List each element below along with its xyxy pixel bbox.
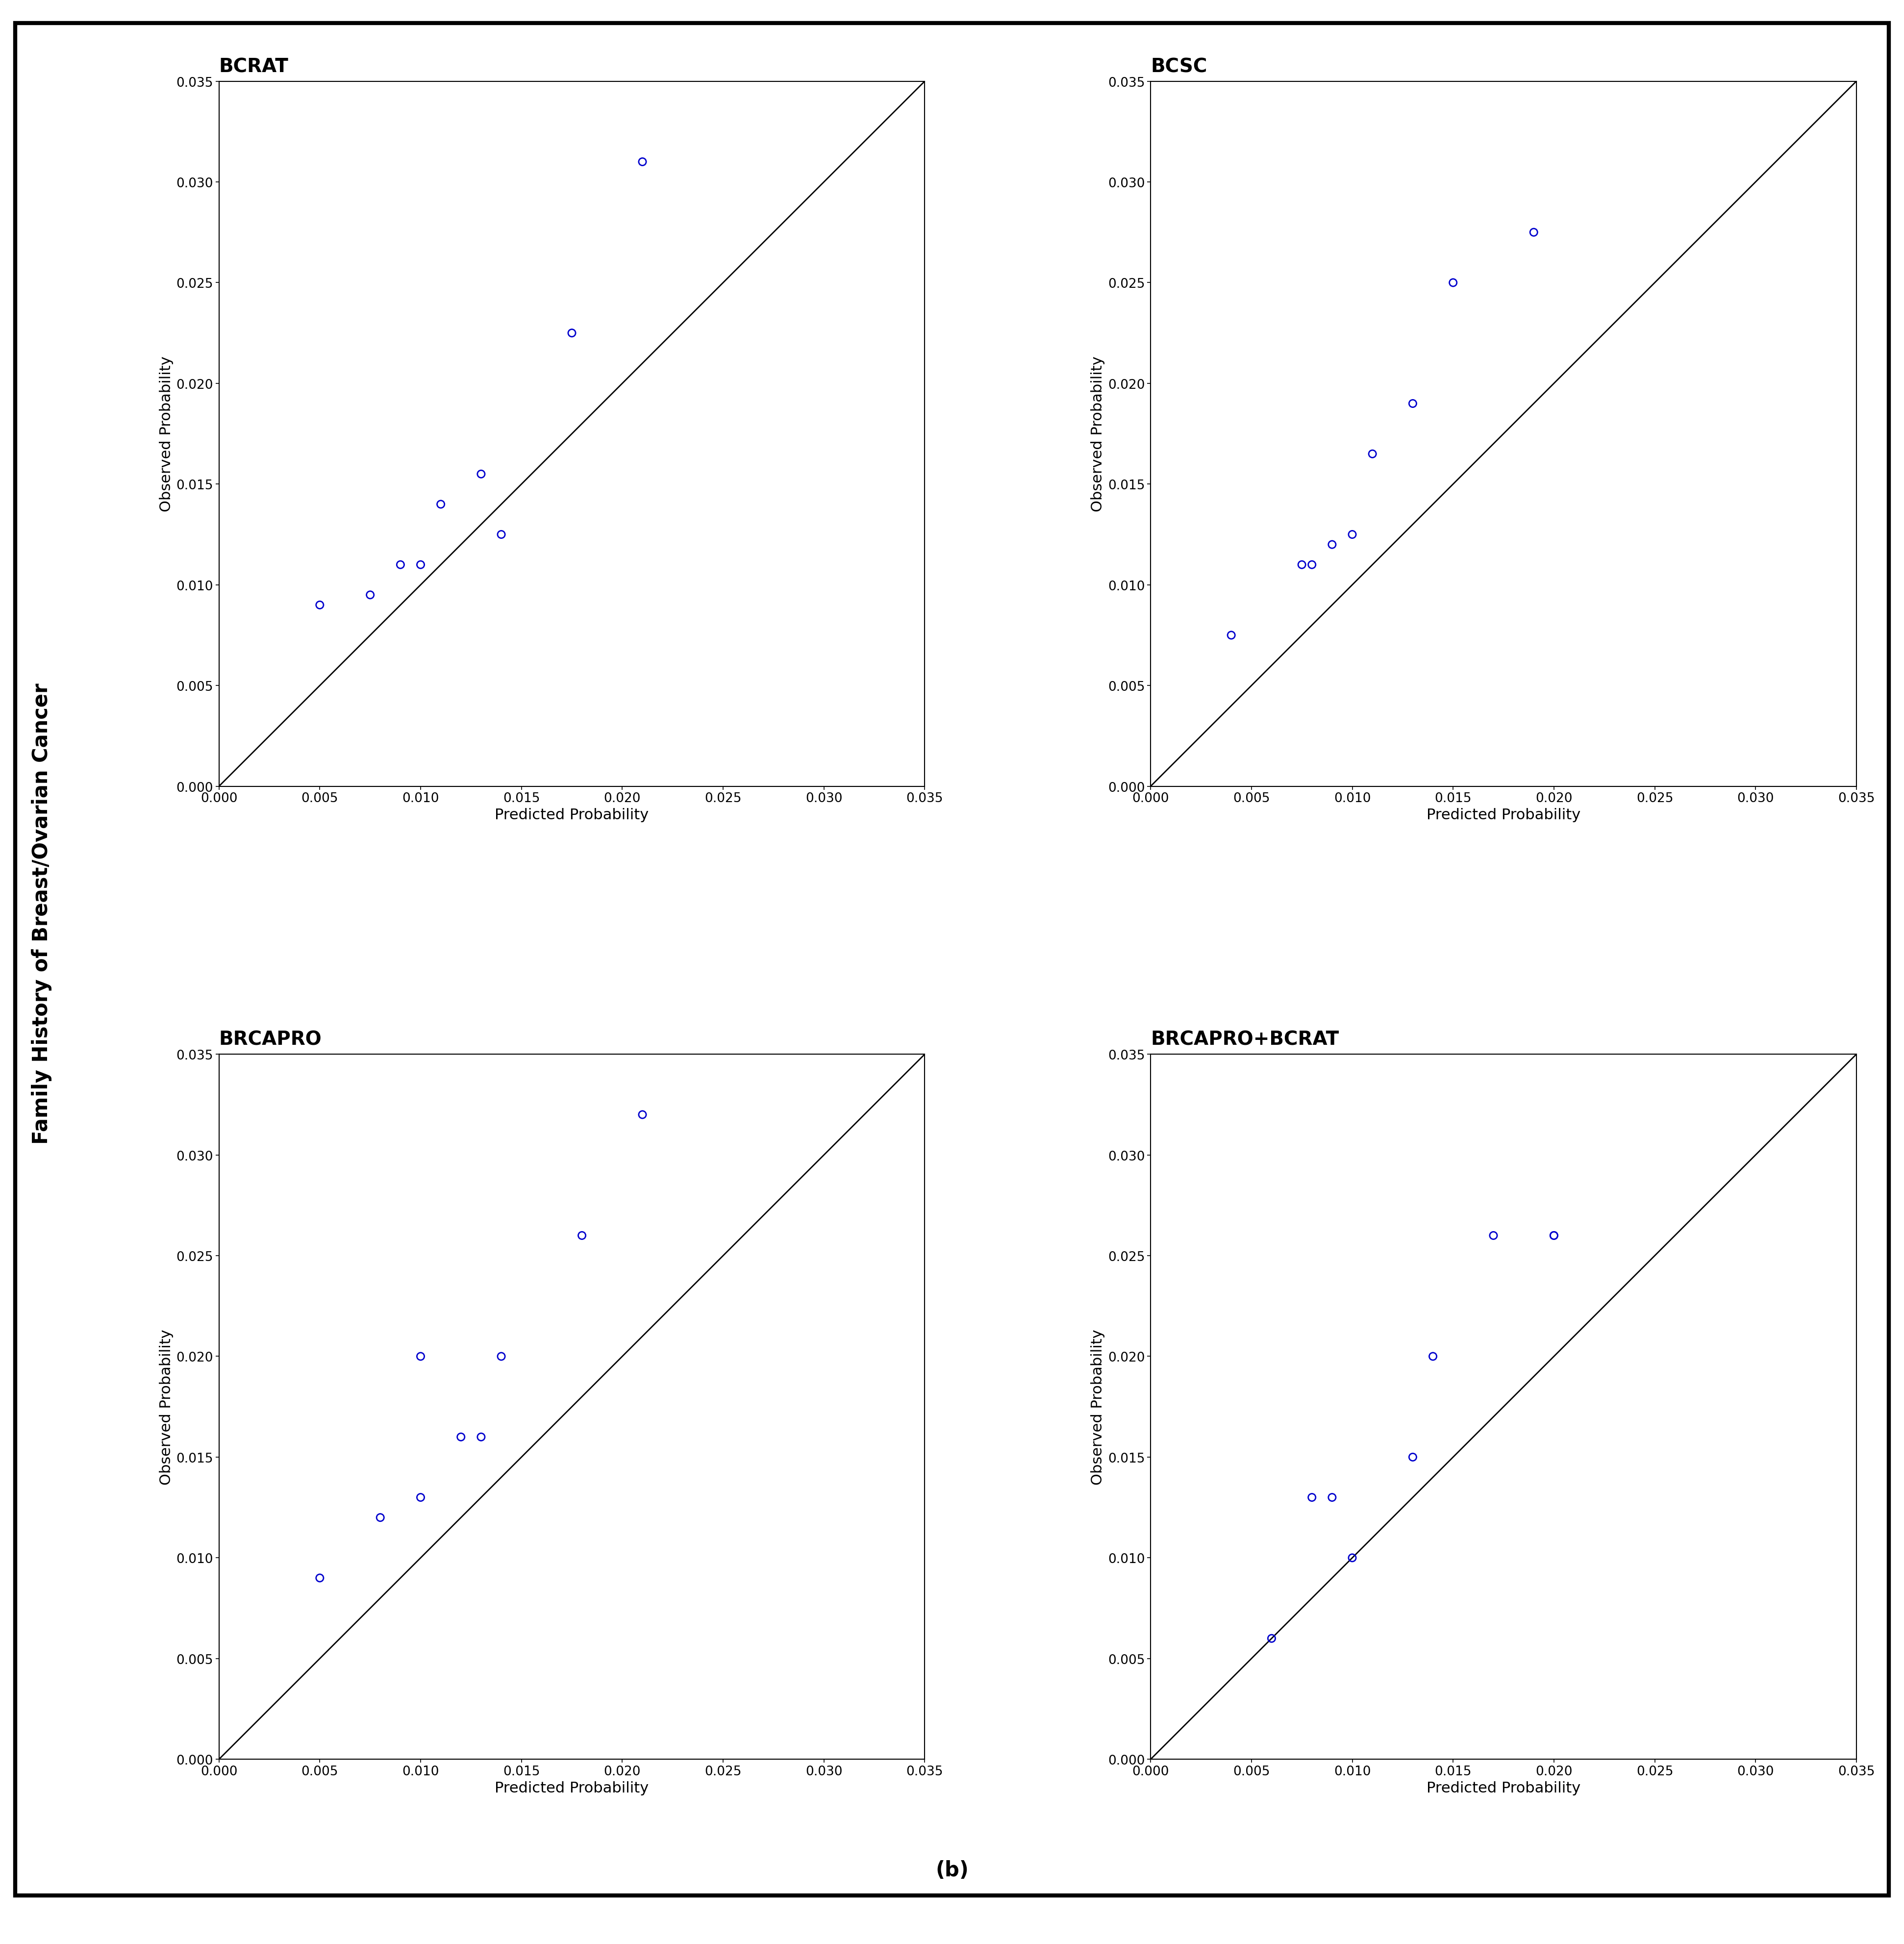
Point <box>1438 268 1468 299</box>
Point <box>305 1563 335 1594</box>
X-axis label: Predicted Probability: Predicted Probability <box>1426 809 1580 822</box>
Point <box>1337 1542 1367 1573</box>
X-axis label: Predicted Probability: Predicted Probability <box>495 1781 649 1794</box>
Point <box>1318 529 1348 560</box>
X-axis label: Predicted Probability: Predicted Probability <box>495 809 649 822</box>
Point <box>1398 1442 1428 1474</box>
Point <box>1337 519 1367 550</box>
Point <box>406 1341 436 1372</box>
Point <box>305 589 335 620</box>
Point <box>1287 550 1318 581</box>
Text: BCSC: BCSC <box>1150 58 1207 76</box>
Text: BCRAT: BCRAT <box>219 58 289 76</box>
Point <box>385 550 415 581</box>
Point <box>486 1341 516 1372</box>
Text: (b): (b) <box>935 1860 969 1880</box>
Point <box>1478 1221 1508 1252</box>
Point <box>406 1481 436 1512</box>
Y-axis label: Observed Probability: Observed Probability <box>160 1330 173 1485</box>
Point <box>446 1421 476 1452</box>
Point <box>466 459 497 490</box>
Point <box>1538 1221 1569 1252</box>
Point <box>1398 389 1428 420</box>
Point <box>366 1503 396 1534</box>
Point <box>466 1421 497 1452</box>
Point <box>1519 218 1550 249</box>
X-axis label: Predicted Probability: Predicted Probability <box>1426 1781 1580 1794</box>
Y-axis label: Observed Probability: Observed Probability <box>1091 1330 1104 1485</box>
Point <box>1297 550 1327 581</box>
Point <box>1318 1481 1348 1512</box>
Point <box>1297 1481 1327 1512</box>
Point <box>1257 1623 1287 1654</box>
Point <box>426 490 457 521</box>
Y-axis label: Observed Probability: Observed Probability <box>1091 356 1104 511</box>
Point <box>626 1098 657 1129</box>
Point <box>626 146 657 177</box>
Point <box>556 319 586 350</box>
Y-axis label: Observed Probability: Observed Probability <box>160 356 173 511</box>
Point <box>1358 439 1388 470</box>
Text: BRCAPRO: BRCAPRO <box>219 1030 322 1050</box>
Point <box>567 1221 598 1252</box>
Text: BRCAPRO+BCRAT: BRCAPRO+BCRAT <box>1150 1030 1339 1050</box>
Point <box>406 550 436 581</box>
Point <box>354 579 385 610</box>
Point <box>1418 1341 1449 1372</box>
Text: Family History of Breast/Ovarian Cancer: Family History of Breast/Ovarian Cancer <box>32 682 51 1145</box>
Point <box>486 519 516 550</box>
Point <box>1538 1221 1569 1252</box>
Point <box>1217 620 1247 651</box>
